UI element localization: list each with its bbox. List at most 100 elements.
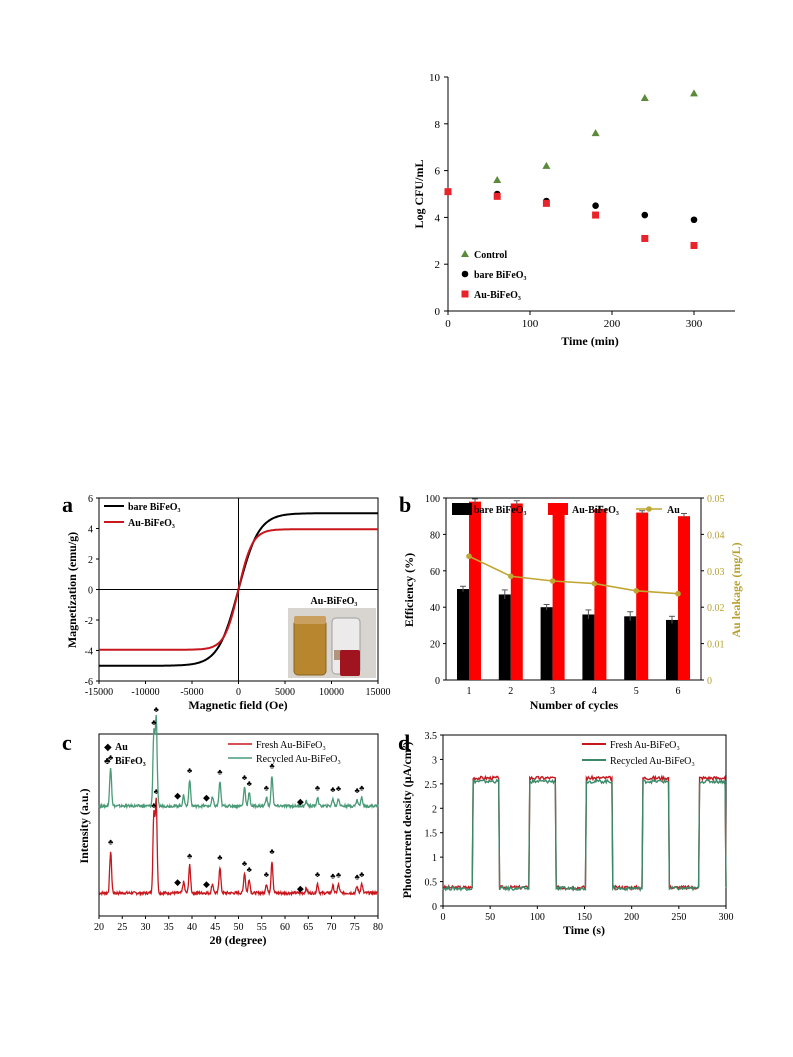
panel-c-au-marker: ◆ [297,797,304,807]
panel-b-au-point [591,580,598,587]
inset-label: Au-BiFeO₃ [311,596,358,607]
panel-d-y-label: Photocurrent density (μA/cm²) [400,742,414,899]
panel-c-bifeo3-marker: ♣ [315,870,321,879]
panel-c-x-tick-label: 65 [303,922,313,933]
top-legend-label: Control [474,250,507,261]
panel-a-legend-label: bare BiFeO₃ [128,502,181,513]
panel-c-bifeo3-marker: ♣ [151,801,157,810]
top-legend-marker [461,250,469,257]
panel-b-bar [594,508,607,680]
panel-b-y-tick-label: 40 [430,603,440,614]
panel-b-x-label: Number of cycles [530,698,619,712]
top-legend-marker [461,290,469,298]
top-x-tick-label: 300 [686,318,703,330]
panel-a-y-tick-label: 6 [88,494,93,505]
panel-c-x-tick-label: 45 [210,922,220,933]
top-point-circle [592,202,599,209]
panel-b-au-point [675,590,681,597]
panel-b-au-point [549,578,556,584]
panel-c-bifeo3-marker: ♣ [354,786,360,795]
panel-b-y-right-tick-label: 0.04 [707,530,725,541]
panel-b-y-right-tick-label: 0.03 [707,567,725,578]
top-point-triangle [690,89,698,97]
panel-c-bifeo3-marker: ♣ [247,865,253,874]
top-x-label: Time (min) [561,334,618,348]
panel-b-au-point [633,588,640,594]
panel-b-legend-swatch [548,503,568,515]
panel-a-label: a [62,492,73,517]
panel-c-x-tick-label: 30 [141,922,151,933]
panel-b-x-tick-label: 5 [634,686,639,697]
panel-b-x-tick-label: 6 [676,686,681,697]
panel-c-bifeo3-marker: ♣ [354,873,360,882]
panel-b-x-tick-label: 3 [550,686,555,697]
panel-d-curve [442,774,727,892]
top-y-tick-label: 0 [435,306,441,318]
panel-b-bar [678,516,691,680]
panel-b-bar [624,616,637,680]
panel-b-bar [552,507,565,680]
panel-a-x-tick-label: 15000 [366,687,391,698]
panel-c-au-marker: ◆ [174,791,181,801]
panel-a-magnetization: a Magnetic field (Oe) Magnetization (emu… [62,492,391,712]
panel-c-bifeo3-marker: ♣ [108,753,114,762]
panel-b-legend-label: Au-BiFeO₃ [572,505,619,516]
panel-b-bar [636,512,649,680]
panel-c-pattern [98,797,379,897]
panel-c-bifeo3-marker: ♣ [264,783,270,792]
panel-c-bifeo3-marker: ♣ [242,773,248,782]
top-x-tick-label: 200 [604,318,621,330]
panel-a-x-label: Magnetic field (Oe) [188,698,287,712]
panel-b-bar [456,589,469,680]
panel-c-x-tick-label: 60 [280,922,290,933]
panel-d-curve [442,777,727,892]
top-point-triangle [591,129,600,137]
panel-c-bifeo3-marker: ♣ [336,784,342,793]
panel-d-y-tick-label: 0.5 [425,878,438,889]
top-point-square [592,211,600,219]
panel-a-y-tick-label: 4 [88,525,93,536]
top-x-tick-label: 100 [522,318,539,330]
panel-b-y-tick-label: 0 [435,676,440,687]
top-x-tick-label: 0 [445,318,451,330]
panel-c-x-label: 2θ (degree) [209,933,266,947]
panel-b-y-tick-label: 80 [430,530,440,541]
top-y-tick-label: 2 [435,259,441,271]
panel-c-bifeo3-marker: ♣ [217,853,223,862]
panel-b-au-point [466,553,472,560]
panel-b-y-right-tick-label: 0 [707,676,712,687]
panel-c-x-tick-label: 80 [373,922,383,933]
panel-a-x-tick-label: 5000 [275,687,295,698]
panel-c-bifeo3-marker: ♣ [269,847,275,856]
panel-a-y-tick-label: 0 [88,586,93,597]
marker-legend-bifeo3-label: BiFeO₃ [115,756,146,767]
panel-c-bifeo3-marker: ♣ [264,870,270,879]
panel-b-bar [468,501,481,680]
panel-a-x-tick-label: 0 [236,687,241,698]
panel-d-x-label: Time (s) [563,923,605,937]
panel-b-au-line [468,555,679,595]
panel-a-y-tick-label: 2 [88,555,93,566]
panel-d-legend-label: Recycled Au-BiFeO₃ [610,756,695,767]
top-y-tick-label: 10 [429,72,441,84]
panel-a-legend-label: Au-BiFeO₃ [128,518,175,529]
top-point-triangle [493,175,502,183]
panel-c-bifeo3-marker: ♣ [154,787,160,796]
panel-b-y-right-tick-label: 0.01 [707,640,725,651]
panel-c-x-tick-label: 50 [234,922,244,933]
top-point-square [444,188,452,196]
panel-c-label: c [62,730,72,755]
panel-b-y-tick-label: 100 [425,494,440,505]
panel-b-bar [666,619,679,680]
panel-d-y-tick-label: 2.5 [425,780,438,791]
panel-c-x-tick-label: 20 [94,922,104,933]
vial-dispersed [293,619,327,676]
panel-c-bifeo3-marker: ♣ [359,783,365,792]
panel-c-bifeo3-marker: ♣ [108,838,114,847]
panel-b-x-tick-label: 4 [592,686,597,697]
panel-a-curve [99,528,378,651]
panel-d-x-tick-label: 0 [441,912,446,923]
panel-d-x-tick-label: 300 [719,912,734,923]
panel-c-bifeo3-marker: ♣ [330,872,336,881]
panel-c-bifeo3-marker: ♣ [315,783,321,792]
